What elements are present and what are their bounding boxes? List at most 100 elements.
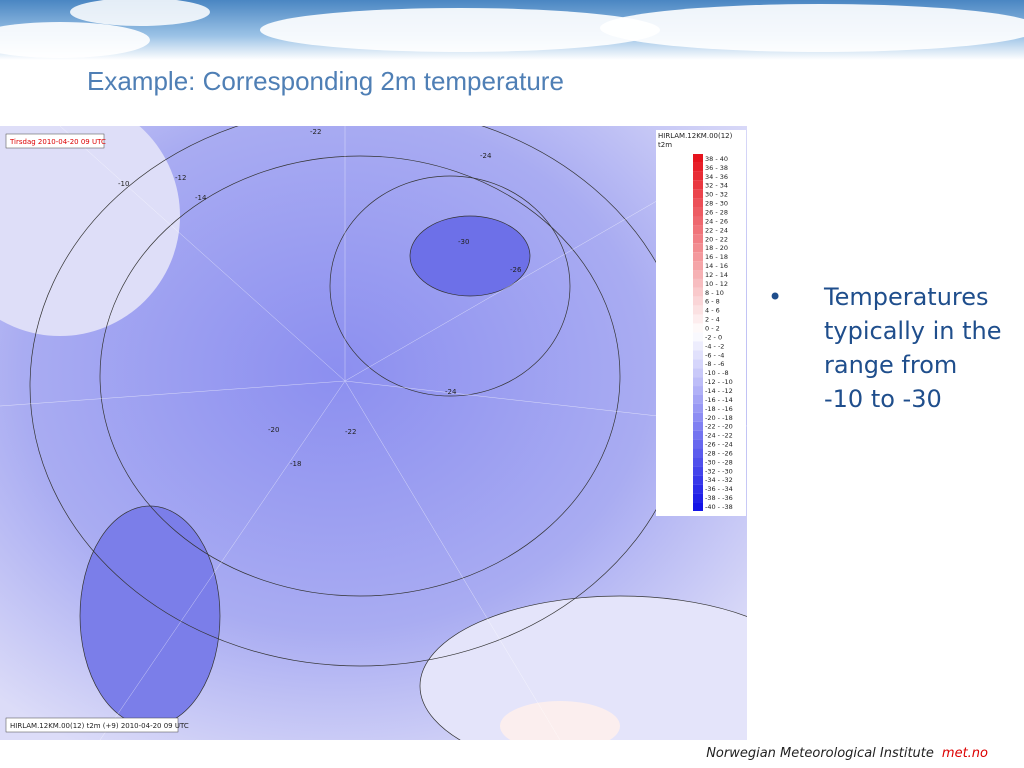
legend-label: 30 - 32 bbox=[705, 191, 728, 199]
legend-label: -32 - -30 bbox=[705, 467, 733, 475]
legend-swatch bbox=[693, 198, 703, 208]
bullet-text: Temperatures typically in the range from… bbox=[824, 283, 1002, 413]
contour-label: -26 bbox=[510, 266, 522, 274]
legend-swatch bbox=[693, 359, 703, 369]
bullet-item: • Temperatures typically in the range fro… bbox=[768, 280, 1003, 416]
legend-swatch bbox=[693, 332, 703, 342]
legend-label: 4 - 6 bbox=[705, 307, 720, 315]
temperature-map: -22 -24 -30 -26 -12 -10 -14 -18 -20 -22 … bbox=[0, 126, 747, 740]
legend-swatch bbox=[693, 225, 703, 235]
legend-label: -30 - -28 bbox=[705, 458, 733, 466]
legend-label: 26 - 28 bbox=[705, 208, 728, 216]
map-model: HIRLAM.12KM.00(12) bbox=[658, 132, 733, 140]
contour-label: -12 bbox=[175, 174, 186, 182]
legend-label: 38 - 40 bbox=[705, 155, 728, 163]
legend-swatch bbox=[693, 270, 703, 279]
legend-swatch bbox=[693, 448, 703, 458]
contour-label: -20 bbox=[268, 426, 279, 434]
legend-label: 10 - 12 bbox=[705, 280, 728, 288]
contour-label: -18 bbox=[290, 460, 301, 468]
legend-swatch bbox=[693, 180, 703, 190]
legend-swatch bbox=[693, 314, 703, 324]
legend-label: 2 - 4 bbox=[705, 316, 720, 324]
legend-swatch bbox=[693, 296, 703, 306]
cloud-header bbox=[0, 0, 1024, 60]
legend-swatch bbox=[693, 162, 703, 172]
legend-label: -10 - -8 bbox=[705, 369, 729, 377]
legend-swatch bbox=[693, 484, 703, 494]
legend-label: 34 - 36 bbox=[705, 173, 728, 181]
legend-swatch bbox=[693, 457, 703, 467]
contour-label: -14 bbox=[195, 194, 207, 202]
legend-swatch bbox=[693, 386, 703, 395]
legend-label: 12 - 14 bbox=[705, 271, 728, 279]
legend-swatch bbox=[693, 243, 703, 253]
legend-label: 16 - 18 bbox=[705, 253, 728, 261]
legend-label: 18 - 20 bbox=[705, 244, 728, 252]
footer: Norwegian Meteorological Institute met.no bbox=[706, 746, 988, 761]
legend-swatch bbox=[693, 412, 703, 422]
map-field: t2m bbox=[658, 141, 672, 149]
legend-label: -20 - -18 bbox=[705, 414, 733, 422]
legend-label: 36 - 38 bbox=[705, 164, 728, 172]
legend-swatch bbox=[693, 439, 703, 449]
legend-swatch bbox=[693, 287, 703, 297]
legend-swatch bbox=[693, 189, 703, 199]
legend-swatch bbox=[693, 403, 703, 413]
legend-swatch bbox=[693, 234, 703, 244]
legend-swatch bbox=[693, 377, 703, 387]
footer-site: met.no bbox=[941, 746, 988, 761]
legend-label: 0 - 2 bbox=[705, 325, 720, 333]
legend-label: 6 - 8 bbox=[705, 298, 720, 306]
legend-label: -14 - -12 bbox=[705, 387, 733, 395]
legend-label: -24 - -22 bbox=[705, 432, 733, 440]
legend-label: -22 - -20 bbox=[705, 423, 733, 431]
contour-labels: -22 -24 -30 -26 -12 -10 -14 -18 -20 -22 … bbox=[118, 128, 522, 468]
legend-label: -18 - -16 bbox=[705, 405, 733, 413]
legend-label: 28 - 30 bbox=[705, 200, 728, 208]
legend-swatch bbox=[693, 154, 703, 163]
legend-label: -2 - 0 bbox=[705, 333, 722, 341]
legend-swatch bbox=[693, 350, 703, 360]
contour-label: -22 bbox=[345, 428, 356, 436]
legend-swatch bbox=[693, 466, 703, 476]
contour-label: -10 bbox=[118, 180, 129, 188]
legend-label: 32 - 34 bbox=[705, 182, 728, 190]
map-caption: HIRLAM.12KM.00(12) t2m (+9) 2010-04-20 0… bbox=[10, 722, 189, 730]
legend-swatch bbox=[693, 368, 703, 378]
legend-swatch bbox=[693, 475, 703, 485]
legend-label: -38 - -36 bbox=[705, 494, 733, 502]
legend-label: -28 - -26 bbox=[705, 449, 733, 457]
legend-swatch bbox=[693, 207, 703, 217]
legend-label: -4 - -2 bbox=[705, 342, 724, 350]
legend-label: -34 - -32 bbox=[705, 476, 733, 484]
legend-swatch bbox=[693, 421, 703, 431]
contour-label: -22 bbox=[310, 128, 321, 136]
legend-swatch bbox=[693, 341, 703, 351]
legend-label: 8 - 10 bbox=[705, 289, 724, 297]
legend-label: -26 - -24 bbox=[705, 441, 733, 449]
legend-swatch bbox=[693, 171, 703, 181]
clouds bbox=[0, 0, 1024, 58]
legend-swatch bbox=[693, 305, 703, 315]
legend-label: -8 - -6 bbox=[705, 360, 724, 368]
legend-swatch bbox=[693, 216, 703, 226]
footer-org: Norwegian Meteorological Institute bbox=[706, 746, 934, 761]
legend-swatch bbox=[693, 493, 703, 503]
legend-label: -36 - -34 bbox=[705, 485, 733, 493]
legend-swatch bbox=[693, 261, 703, 271]
slide-title: Example: Corresponding 2m temperature bbox=[87, 66, 564, 96]
map-timestamp: Tirsdag 2010-04-20 09 UTC bbox=[9, 138, 106, 146]
legend-label: 14 - 16 bbox=[705, 262, 728, 270]
legend-swatch bbox=[693, 278, 703, 288]
contour-label: -24 bbox=[480, 152, 492, 160]
legend-swatch bbox=[693, 323, 703, 333]
legend-label: 22 - 24 bbox=[705, 226, 728, 234]
legend-label: -6 - -4 bbox=[705, 351, 724, 359]
legend-label: -40 - -38 bbox=[705, 503, 733, 511]
legend-label: 24 - 26 bbox=[705, 217, 728, 225]
legend-swatch bbox=[693, 252, 703, 262]
legend-label: -12 - -10 bbox=[705, 378, 733, 386]
